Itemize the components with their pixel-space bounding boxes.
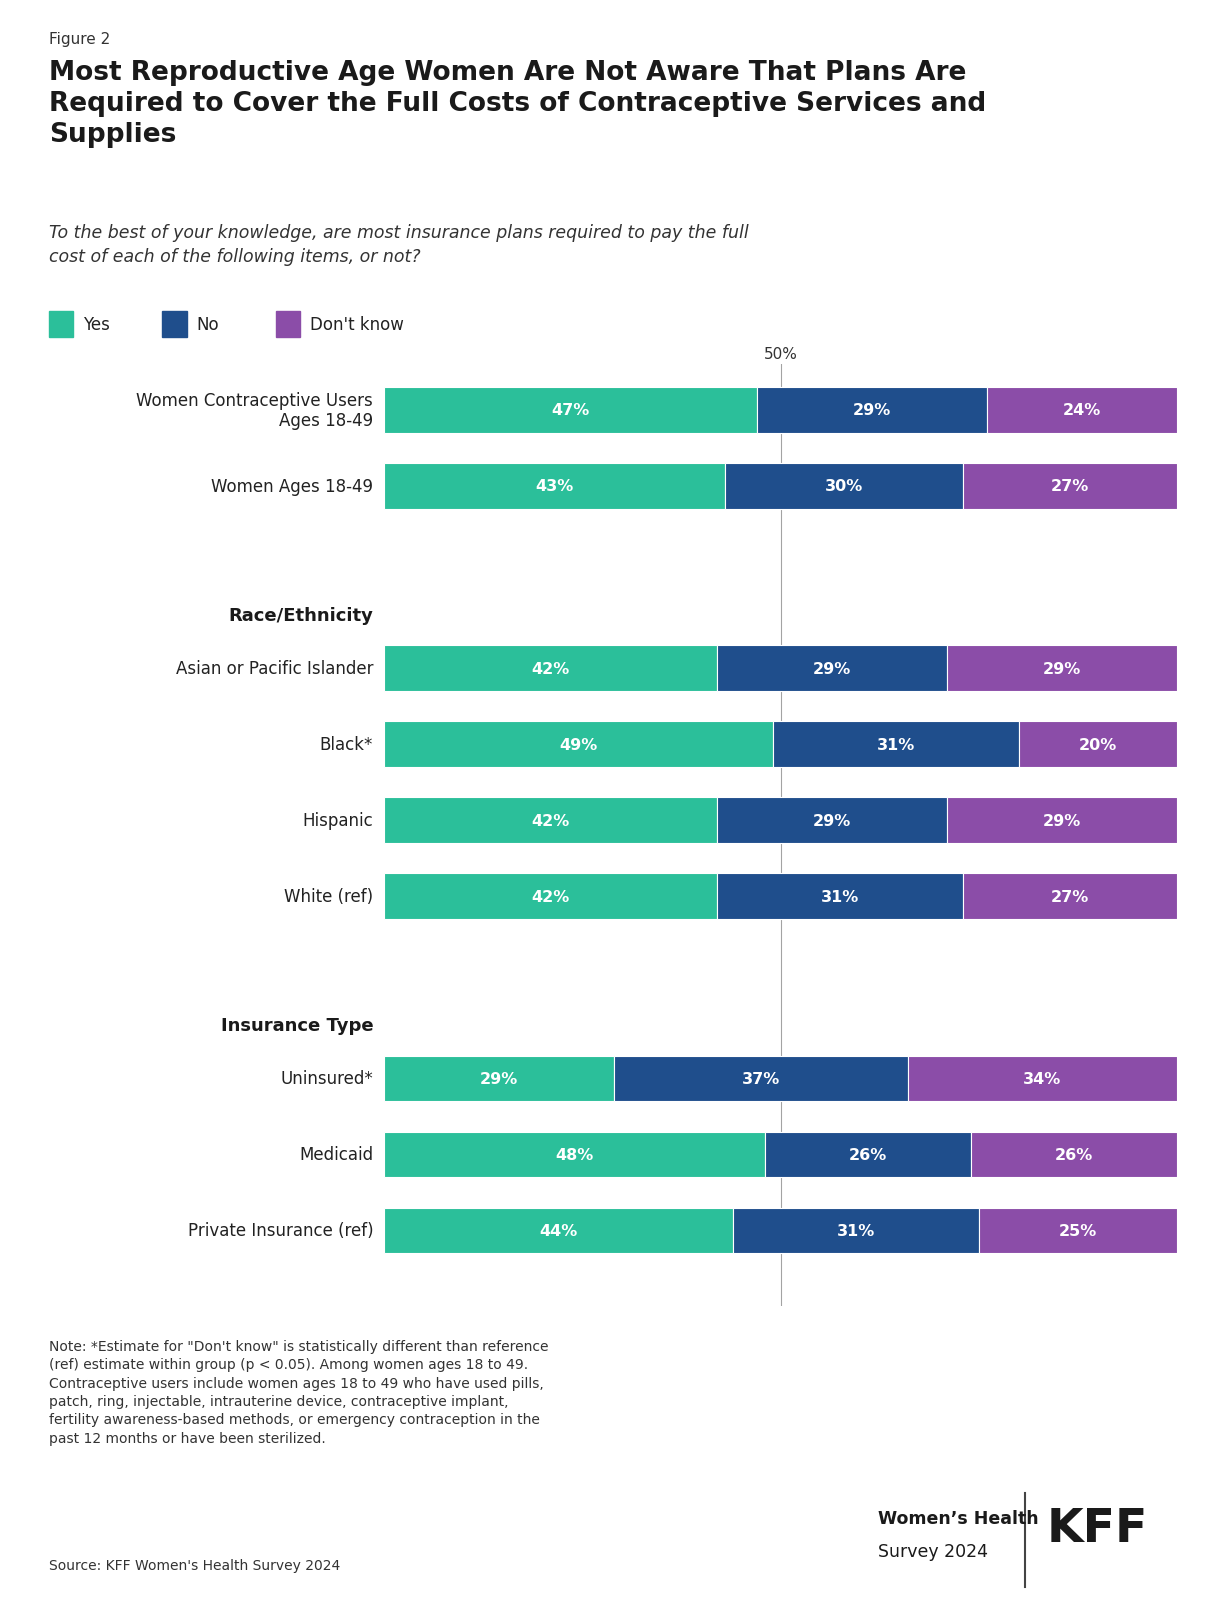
Bar xyxy=(384,646,717,691)
Text: Don't know: Don't know xyxy=(310,315,404,334)
Text: 42%: 42% xyxy=(532,889,570,904)
Text: KFF: KFF xyxy=(1047,1506,1148,1552)
Text: 29%: 29% xyxy=(481,1071,518,1086)
Text: Women’s Health: Women’s Health xyxy=(878,1509,1039,1527)
Text: Note: *Estimate for "Don't know" is statistically different than reference
(ref): Note: *Estimate for "Don't know" is stat… xyxy=(49,1339,548,1444)
Bar xyxy=(908,1057,1177,1102)
Text: To the best of your knowledge, are most insurance plans required to pay the full: To the best of your knowledge, are most … xyxy=(49,224,749,266)
Bar xyxy=(947,799,1177,844)
Text: White (ref): White (ref) xyxy=(284,888,373,906)
Bar xyxy=(384,388,756,433)
Bar xyxy=(978,1208,1177,1253)
Text: 34%: 34% xyxy=(1024,1071,1061,1086)
Bar xyxy=(384,1131,765,1177)
Text: Source: KFF Women's Health Survey 2024: Source: KFF Women's Health Survey 2024 xyxy=(49,1558,340,1573)
Text: 42%: 42% xyxy=(532,661,570,677)
Text: 29%: 29% xyxy=(814,661,852,677)
Bar xyxy=(1019,722,1177,768)
Text: 29%: 29% xyxy=(1043,813,1081,828)
Bar xyxy=(384,1057,614,1102)
Text: 49%: 49% xyxy=(560,737,598,751)
Bar xyxy=(384,799,717,844)
Text: 26%: 26% xyxy=(1055,1147,1093,1162)
Text: 43%: 43% xyxy=(536,479,573,493)
Text: 26%: 26% xyxy=(849,1147,887,1162)
Text: 20%: 20% xyxy=(1078,737,1118,751)
Text: 24%: 24% xyxy=(1063,403,1102,419)
Text: 29%: 29% xyxy=(814,813,852,828)
Text: 50%: 50% xyxy=(764,346,798,362)
Text: Women Ages 18-49: Women Ages 18-49 xyxy=(211,477,373,495)
Text: Insurance Type: Insurance Type xyxy=(221,1016,373,1034)
Text: 48%: 48% xyxy=(555,1147,594,1162)
Text: 31%: 31% xyxy=(877,737,915,751)
Text: 27%: 27% xyxy=(1052,889,1089,904)
Bar xyxy=(963,873,1177,919)
Text: Survey 2024: Survey 2024 xyxy=(878,1542,988,1560)
Text: Private Insurance (ref): Private Insurance (ref) xyxy=(188,1222,373,1240)
Text: Medicaid: Medicaid xyxy=(299,1146,373,1164)
Bar xyxy=(725,464,964,510)
Text: No: No xyxy=(196,315,220,334)
Text: 25%: 25% xyxy=(1059,1224,1097,1238)
Text: Uninsured*: Uninsured* xyxy=(281,1070,373,1087)
Bar xyxy=(384,464,725,510)
Text: 47%: 47% xyxy=(551,403,589,419)
Text: 31%: 31% xyxy=(821,889,859,904)
Bar xyxy=(987,388,1177,433)
Bar xyxy=(733,1208,978,1253)
Text: Women Contraceptive Users
Ages 18-49: Women Contraceptive Users Ages 18-49 xyxy=(137,391,373,430)
Bar xyxy=(384,873,717,919)
Bar xyxy=(717,873,963,919)
Text: Most Reproductive Age Women Are Not Aware That Plans Are
Required to Cover the F: Most Reproductive Age Women Are Not Awar… xyxy=(49,60,986,148)
Bar xyxy=(947,646,1177,691)
Text: 42%: 42% xyxy=(532,813,570,828)
Text: Asian or Pacific Islander: Asian or Pacific Islander xyxy=(176,661,373,678)
Text: 44%: 44% xyxy=(539,1224,578,1238)
Bar xyxy=(717,799,947,844)
Text: 29%: 29% xyxy=(853,403,891,419)
Text: Yes: Yes xyxy=(83,315,110,334)
Bar xyxy=(765,1131,971,1177)
Text: Figure 2: Figure 2 xyxy=(49,32,110,47)
Bar xyxy=(963,464,1177,510)
Bar xyxy=(773,722,1019,768)
Text: 29%: 29% xyxy=(1043,661,1081,677)
Bar xyxy=(717,646,947,691)
Text: Black*: Black* xyxy=(320,735,373,753)
Bar xyxy=(756,388,987,433)
Bar xyxy=(614,1057,908,1102)
Text: 31%: 31% xyxy=(837,1224,875,1238)
Bar xyxy=(971,1131,1177,1177)
Bar xyxy=(384,1208,733,1253)
Text: Race/Ethnicity: Race/Ethnicity xyxy=(228,607,373,625)
Text: 30%: 30% xyxy=(825,479,864,493)
Text: 27%: 27% xyxy=(1052,479,1089,493)
Bar xyxy=(384,722,773,768)
Text: 37%: 37% xyxy=(742,1071,780,1086)
Text: Hispanic: Hispanic xyxy=(303,812,373,829)
